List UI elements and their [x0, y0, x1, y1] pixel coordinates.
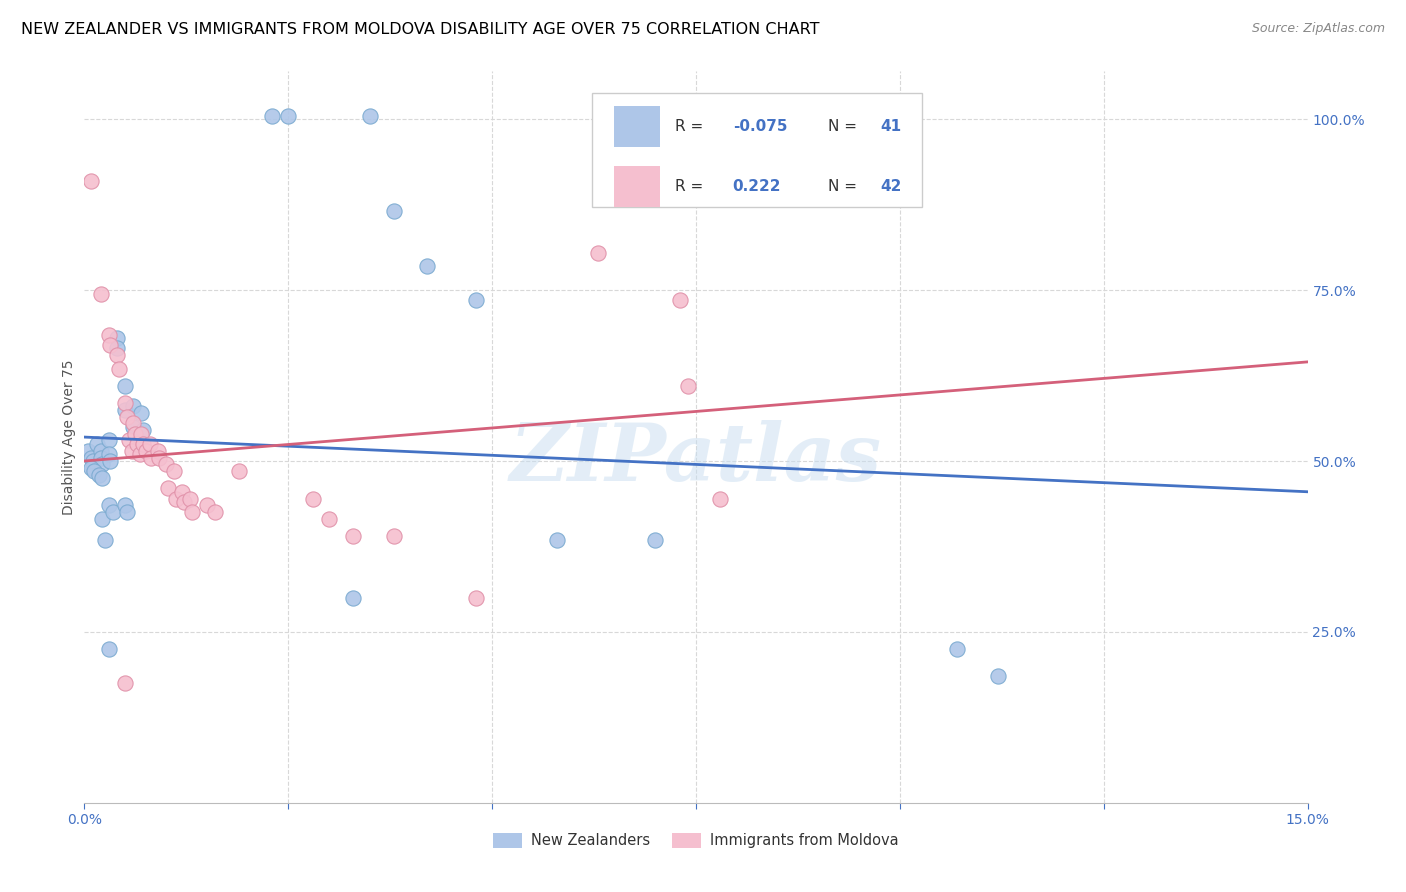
Point	[114, 499, 136, 513]
Point	[228, 464, 250, 478]
Point	[82, 454, 104, 468]
Point	[644, 533, 666, 547]
Point	[118, 434, 141, 448]
Point	[131, 426, 153, 441]
Point	[987, 669, 1010, 683]
Point	[90, 443, 112, 458]
Point	[107, 361, 129, 376]
Text: R =: R =	[675, 179, 713, 194]
Point	[122, 417, 145, 431]
Point	[946, 642, 969, 657]
Point	[416, 259, 439, 273]
Point	[97, 499, 120, 513]
Point	[546, 533, 568, 547]
Point	[122, 400, 145, 414]
FancyBboxPatch shape	[614, 167, 661, 207]
Point	[105, 341, 128, 355]
Point	[91, 458, 114, 472]
Text: N =: N =	[828, 120, 862, 134]
Point	[586, 245, 609, 260]
Point	[121, 443, 143, 458]
Point	[301, 491, 323, 506]
Point	[464, 293, 486, 308]
Point	[141, 450, 163, 465]
Point	[86, 437, 108, 451]
Text: NEW ZEALANDER VS IMMIGRANTS FROM MOLDOVA DISABILITY AGE OVER 75 CORRELATION CHAR: NEW ZEALANDER VS IMMIGRANTS FROM MOLDOVA…	[21, 22, 820, 37]
Y-axis label: Disability Age Over 75: Disability Age Over 75	[62, 359, 76, 515]
Point	[83, 464, 105, 478]
Point	[97, 642, 120, 657]
Point	[204, 505, 226, 519]
Point	[80, 174, 103, 188]
Legend: New Zealanders, Immigrants from Moldova: New Zealanders, Immigrants from Moldova	[488, 827, 904, 854]
Text: ZIPatlas: ZIPatlas	[510, 420, 882, 498]
Text: 41: 41	[880, 120, 901, 134]
Point	[342, 591, 364, 605]
Point	[87, 467, 110, 482]
Point	[105, 331, 128, 345]
Point	[195, 499, 218, 513]
Point	[97, 327, 120, 342]
Point	[709, 491, 731, 506]
Text: Source: ZipAtlas.com: Source: ZipAtlas.com	[1251, 22, 1385, 36]
Point	[115, 409, 138, 424]
Text: R =: R =	[675, 120, 709, 134]
Point	[260, 109, 283, 123]
Point	[138, 437, 160, 451]
Point	[105, 348, 128, 362]
Point	[165, 491, 187, 506]
Point	[77, 443, 100, 458]
Text: 0.222: 0.222	[733, 179, 782, 194]
Text: N =: N =	[828, 179, 862, 194]
Point	[132, 423, 155, 437]
FancyBboxPatch shape	[614, 106, 661, 146]
Point	[114, 396, 136, 410]
Point	[114, 676, 136, 690]
Point	[80, 460, 103, 475]
Point	[318, 512, 340, 526]
Point	[114, 379, 136, 393]
Point	[114, 402, 136, 417]
Point	[80, 450, 103, 465]
Point	[93, 533, 115, 547]
Point	[359, 109, 381, 123]
Point	[277, 109, 299, 123]
FancyBboxPatch shape	[592, 94, 922, 207]
Point	[132, 437, 155, 451]
Point	[382, 529, 405, 543]
Point	[464, 591, 486, 605]
Point	[90, 286, 112, 301]
Point	[100, 338, 122, 352]
Point	[173, 495, 195, 509]
Point	[382, 204, 405, 219]
Point	[148, 450, 170, 465]
Point	[135, 443, 157, 458]
Point	[91, 471, 114, 485]
Point	[90, 450, 112, 465]
Point	[342, 529, 364, 543]
Point	[97, 434, 120, 448]
Point	[127, 437, 149, 451]
Point	[124, 426, 146, 441]
Point	[181, 505, 204, 519]
Point	[122, 420, 145, 434]
Point	[91, 512, 114, 526]
Point	[128, 447, 150, 461]
Point	[156, 481, 179, 495]
Point	[146, 443, 169, 458]
Text: 42: 42	[880, 179, 903, 194]
Point	[82, 460, 104, 475]
Point	[101, 505, 124, 519]
Text: -0.075: -0.075	[733, 120, 787, 134]
Point	[179, 491, 201, 506]
Point	[172, 484, 194, 499]
Point	[676, 379, 699, 393]
Point	[115, 505, 138, 519]
Point	[163, 464, 186, 478]
Point	[668, 293, 690, 308]
Point	[97, 447, 120, 461]
Point	[131, 406, 153, 420]
Point	[155, 458, 177, 472]
Point	[100, 454, 122, 468]
